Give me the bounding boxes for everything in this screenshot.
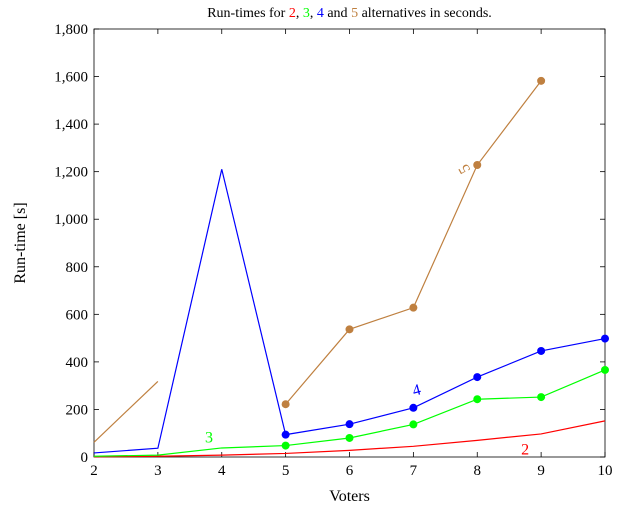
y-tick-label: 400 xyxy=(66,355,89,371)
x-tick-label: 3 xyxy=(154,463,162,479)
series-layer xyxy=(93,76,609,458)
data-point xyxy=(345,433,354,442)
x-tick-label: 7 xyxy=(410,463,418,479)
data-point xyxy=(281,430,290,439)
data-point xyxy=(281,400,290,409)
x-tick-label: 8 xyxy=(474,463,482,479)
y-tick-label: 1,400 xyxy=(54,117,88,133)
series-labels: 2 3 4 5 xyxy=(205,161,529,459)
y-tick-label: 0 xyxy=(81,450,89,466)
series-line xyxy=(93,169,606,454)
axes: 2 3 4 5 6 7 8 9 1002004006008001,0001,2001,4001,… xyxy=(54,22,612,479)
y-axis-label: Run-time [s] xyxy=(12,202,29,283)
title-part: Run-times for xyxy=(207,6,289,21)
y-tick-label: 1,600 xyxy=(54,70,88,86)
title-part: , xyxy=(310,6,317,21)
data-point xyxy=(409,303,418,312)
data-point xyxy=(537,76,546,85)
data-point xyxy=(409,403,418,412)
series-5 xyxy=(93,76,546,443)
series-label: 2 xyxy=(521,442,529,459)
data-point xyxy=(601,334,609,343)
y-tick-label: 1,200 xyxy=(54,165,88,181)
data-point xyxy=(473,373,482,382)
x-tick-label: 2 xyxy=(90,463,98,479)
x-tick-label: 9 xyxy=(537,463,545,479)
series-line xyxy=(93,420,606,458)
data-point xyxy=(473,395,482,404)
title-part: 3 xyxy=(303,6,310,21)
data-point xyxy=(281,441,290,450)
x-tick-label: 4 xyxy=(218,463,226,479)
series-label: 5 xyxy=(456,161,475,176)
data-point xyxy=(345,325,354,334)
series-line xyxy=(93,380,159,443)
y-tick-label: 1,000 xyxy=(54,212,88,228)
data-point xyxy=(537,346,546,355)
series-4 xyxy=(93,169,609,454)
data-point xyxy=(345,420,354,429)
data-point xyxy=(601,365,609,374)
y-tick-label: 800 xyxy=(66,260,89,276)
series-label: 4 xyxy=(411,381,423,399)
y-tick-label: 600 xyxy=(66,307,89,323)
title-part: , xyxy=(296,6,303,21)
series-line xyxy=(285,80,542,405)
data-point xyxy=(537,393,546,402)
y-tick-label: 200 xyxy=(66,402,89,418)
title-part: alternatives in seconds. xyxy=(358,6,492,21)
series-label: 3 xyxy=(205,430,213,447)
title-part: 5 xyxy=(351,6,358,21)
data-point xyxy=(473,161,482,170)
x-axis-label: Voters xyxy=(329,488,370,505)
title-part: 2 xyxy=(289,6,296,21)
x-tick-label: 10 xyxy=(598,463,613,479)
series-2 xyxy=(93,420,606,458)
y-tick-label: 1,800 xyxy=(54,22,88,38)
chart-title: Run-times for 2, 3, 4 and 5 alternatives… xyxy=(207,6,492,21)
title-part: and xyxy=(324,6,351,21)
title-part: 4 xyxy=(317,6,324,21)
x-tick-label: 6 xyxy=(346,463,354,479)
series-3 xyxy=(93,365,609,457)
x-tick-label: 5 xyxy=(282,463,290,479)
data-point xyxy=(409,420,418,429)
